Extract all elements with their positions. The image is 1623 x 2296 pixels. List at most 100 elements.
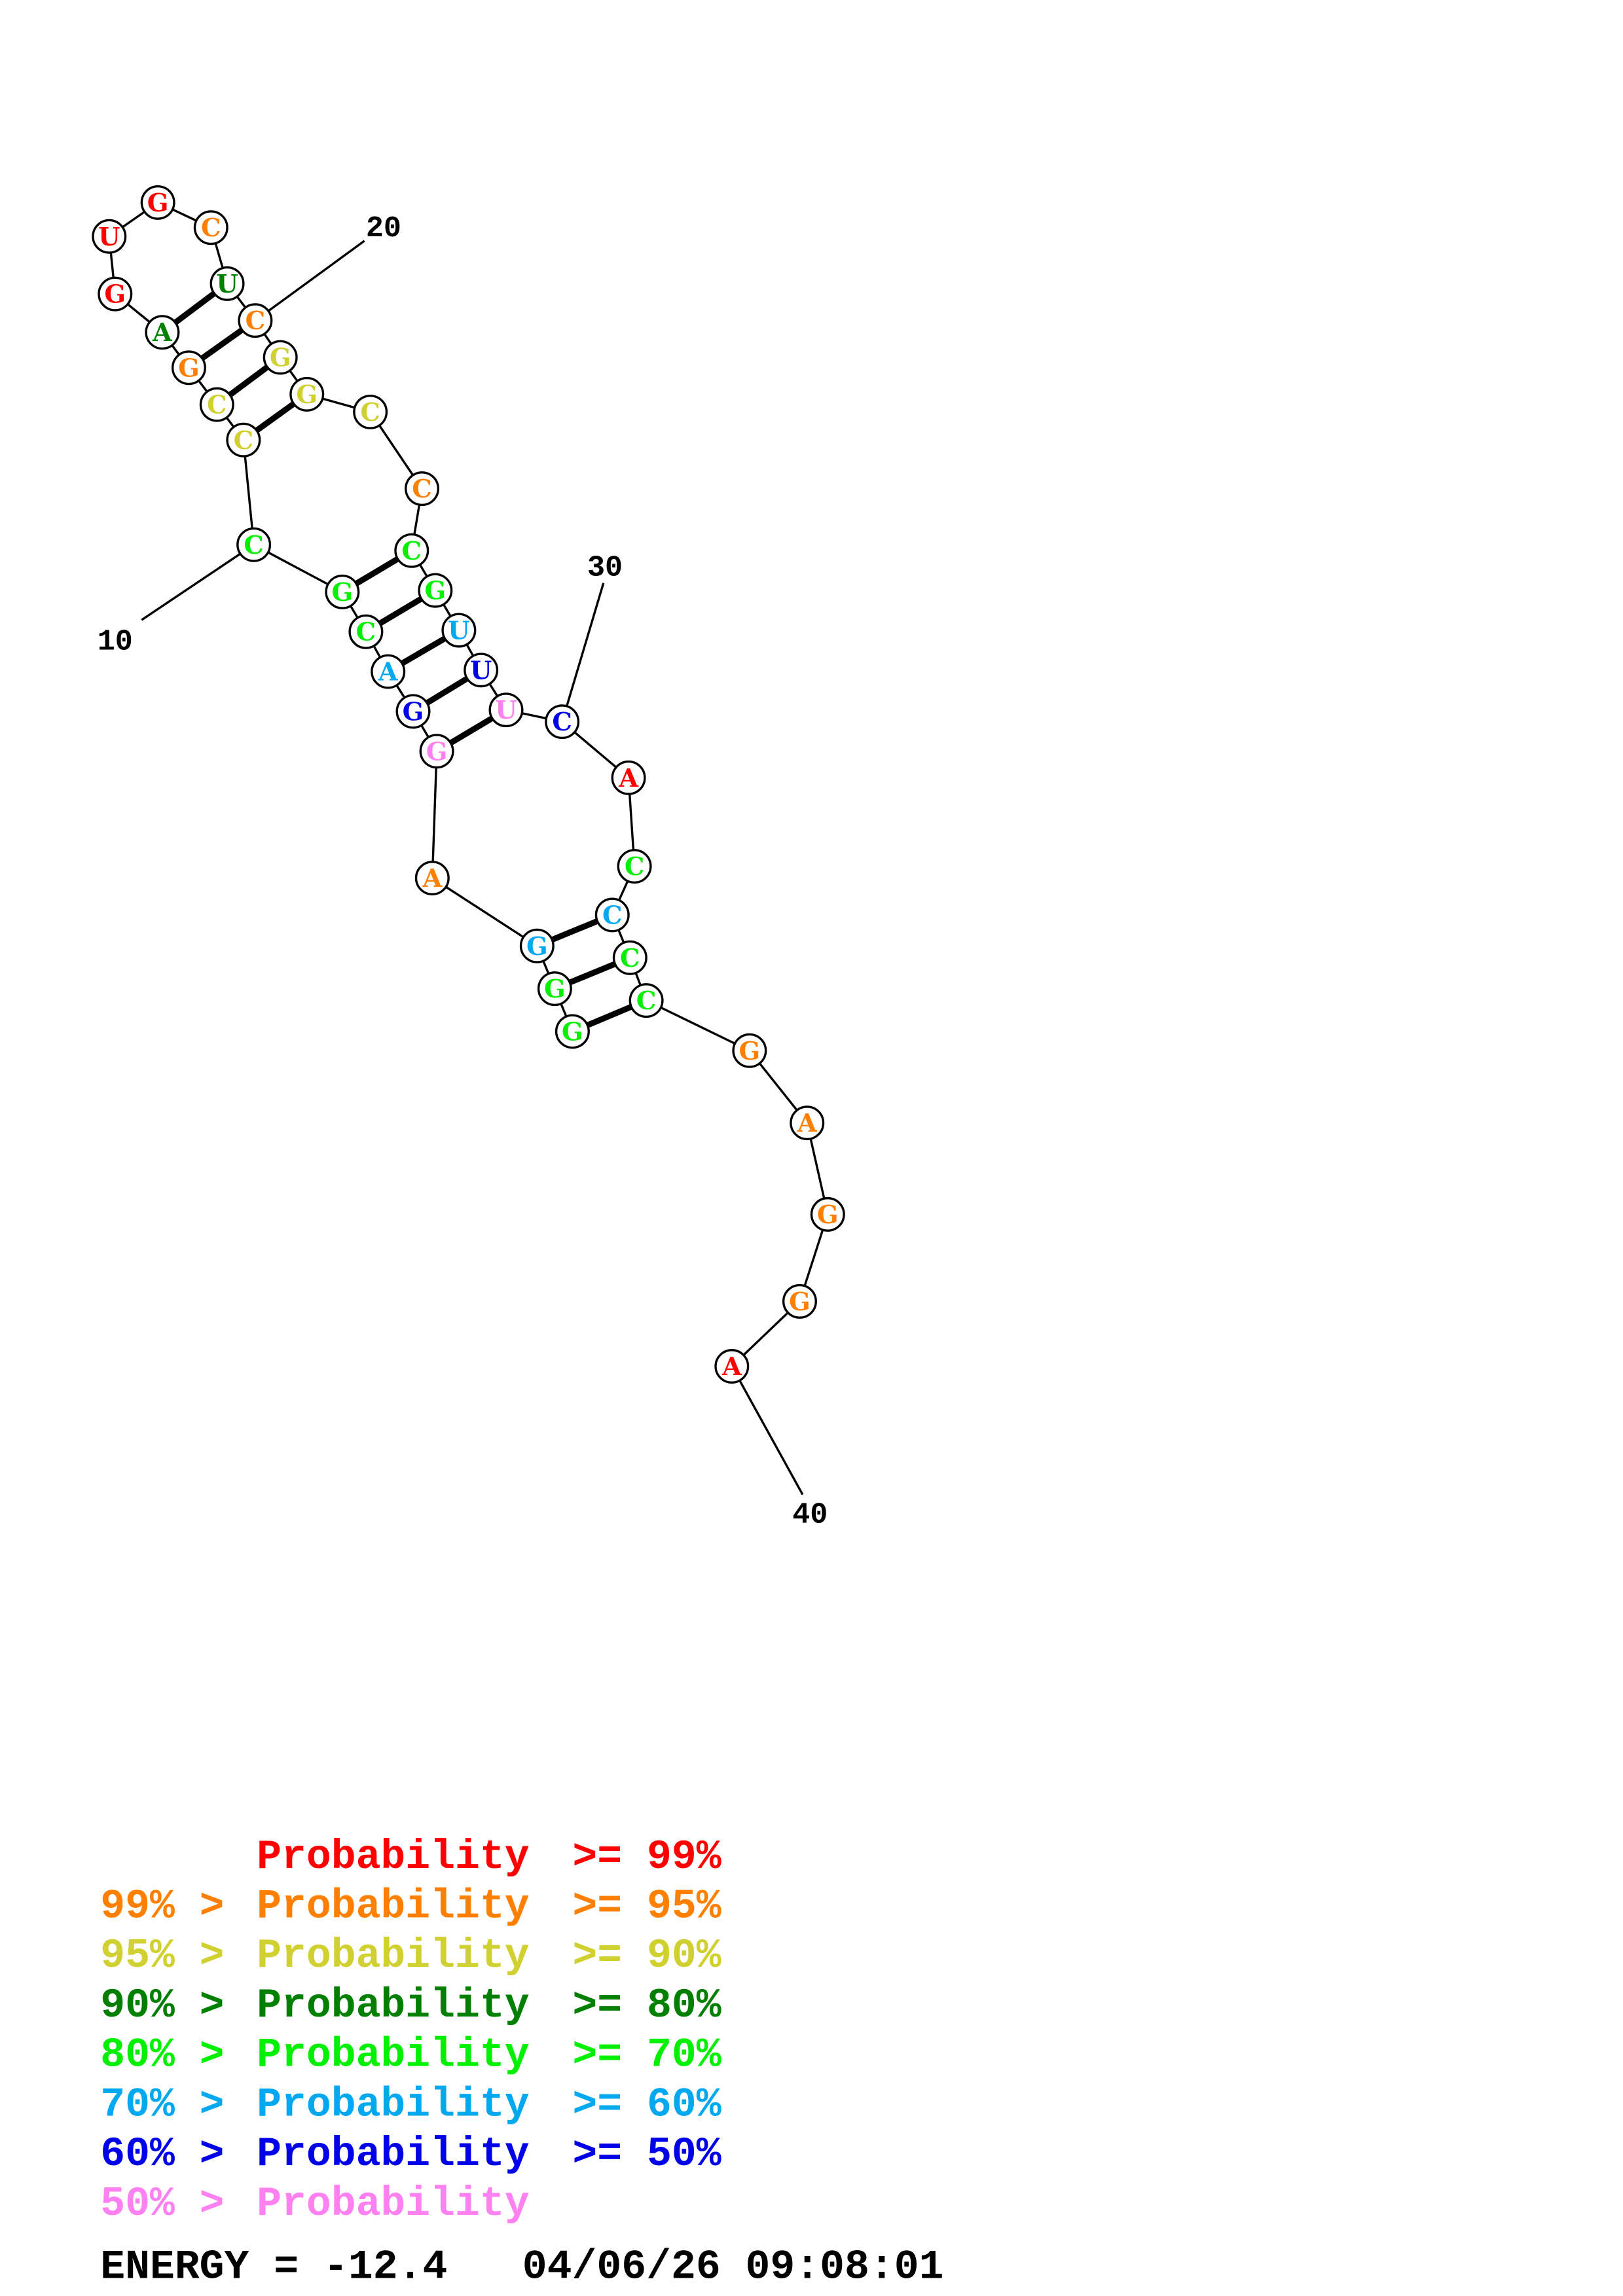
- nucleotide: C: [617, 849, 652, 884]
- legend-row: 95% > Probability >= 90%: [100, 1932, 721, 1979]
- nucleotide: C: [545, 704, 580, 740]
- nucleotide-circle: [395, 694, 431, 729]
- nucleotide-base: G: [789, 1287, 811, 1317]
- legend-label: Probability: [257, 1932, 529, 1979]
- nucleotide: G: [263, 340, 298, 375]
- legend-suffix: >= 80%: [572, 1982, 721, 2029]
- nucleotide: G: [810, 1196, 845, 1232]
- nucleotide-base: A: [378, 658, 399, 687]
- nucleotide-base: C: [244, 531, 263, 560]
- nucleotide-base: C: [360, 398, 380, 427]
- nucleotide-base: U: [470, 656, 492, 685]
- position-label: 20: [366, 211, 401, 245]
- nucleotide: G: [418, 573, 453, 608]
- nucleotide-base: C: [246, 306, 265, 336]
- legend-row: 70% > Probability >= 60%: [100, 2081, 721, 2128]
- nucleotide-base: G: [424, 577, 446, 606]
- position-tick-line: [254, 240, 365, 322]
- nucleotide: C: [394, 533, 429, 568]
- nucleotide-circle: [611, 760, 646, 795]
- legend-suffix: >= 60%: [572, 2081, 721, 2128]
- nucleotide-base: A: [721, 1352, 742, 1382]
- nucleotide-circle: [414, 861, 450, 896]
- nucleotide-circle: [348, 614, 384, 649]
- nucleotide: U: [210, 266, 245, 301]
- legend-label: Probability: [257, 2180, 529, 2227]
- nucleotide-base: G: [544, 975, 566, 1004]
- nucleotide: U: [441, 613, 477, 648]
- nucleotide-circle: [238, 303, 273, 338]
- nucleotide: C: [193, 210, 228, 245]
- nucleotide: C: [236, 527, 272, 562]
- legend-row: 99% > Probability >= 95%: [100, 1882, 721, 1929]
- nucleotide-base: G: [178, 353, 200, 383]
- nucleotide-base: C: [207, 391, 227, 420]
- legend-label: Probability: [257, 2081, 529, 2128]
- nucleotide: A: [611, 760, 646, 795]
- backbone-line: [107, 201, 830, 1367]
- legend-prefix: 90% >: [100, 1982, 224, 2029]
- nucleotide-base: G: [331, 578, 353, 607]
- base-pairs: [160, 281, 647, 1035]
- nucleotide-base: U: [216, 270, 238, 299]
- nucleotide-circle: [612, 940, 647, 975]
- position-tick-line: [141, 543, 255, 621]
- nucleotide: U: [488, 692, 524, 728]
- nucleotide: C: [612, 940, 647, 975]
- nucleotide: C: [353, 394, 388, 429]
- nucleotide: G: [98, 276, 133, 312]
- nucleotide-circle: [394, 533, 429, 568]
- nucleotide-base: C: [552, 708, 572, 737]
- nucleotide-base: G: [296, 380, 318, 410]
- nucleotide-circle: [441, 613, 477, 648]
- nucleotide-base: C: [602, 901, 622, 930]
- nucleotide-circle: [555, 1014, 590, 1049]
- nucleotide-base: G: [270, 344, 291, 373]
- nucleotide: A: [414, 861, 450, 896]
- legend-prefix: 95% >: [100, 1932, 224, 1979]
- position-label: 10: [98, 624, 133, 658]
- nucleotide-circle: [810, 1196, 845, 1232]
- nucleotide: G: [732, 1033, 767, 1068]
- nucleotide-circle: [236, 527, 272, 562]
- energy-text: ENERGY = -12.4: [100, 2243, 447, 2290]
- nucleotide-base: G: [562, 1017, 583, 1047]
- nucleotide: G: [395, 694, 431, 729]
- nucleotide: C: [348, 614, 384, 649]
- nucleotide: A: [714, 1349, 750, 1384]
- nucleotide-circle: [464, 653, 499, 688]
- timestamp-text: 04/06/26 09:08:01: [522, 2243, 944, 2290]
- nucleotide: G: [419, 734, 454, 769]
- nucleotide-base: G: [104, 280, 126, 310]
- nucleotide-circle: [405, 471, 440, 507]
- legend-row: 50% > Probability: [100, 2180, 529, 2227]
- nucleotide-base: C: [620, 944, 640, 973]
- nucleotide-base: G: [739, 1037, 760, 1066]
- nucleotide: C: [238, 303, 273, 338]
- nucleotide-circle: [92, 219, 127, 254]
- nucleotide: G: [289, 376, 325, 412]
- legend-label: Probability: [257, 1833, 529, 1880]
- position-label: 40: [792, 1498, 828, 1532]
- nucleotide-circle: [199, 387, 234, 422]
- nucleotide-circle: [353, 394, 388, 429]
- legend-suffix: >= 70%: [572, 2032, 721, 2079]
- nucleotide-base: U: [98, 223, 120, 252]
- legend-suffix: >= 50%: [572, 2130, 721, 2178]
- nucleotide: G: [555, 1014, 590, 1049]
- nucleotide-base: A: [618, 764, 639, 793]
- nucleotide-base: C: [201, 213, 221, 243]
- nucleotide-circle: [171, 350, 206, 386]
- nucleotide-base: C: [234, 426, 253, 456]
- nucleotide-base: G: [526, 932, 548, 961]
- nucleotide-base: U: [495, 696, 517, 725]
- nucleotide-circle: [226, 422, 261, 457]
- legend-label: Probability: [257, 1882, 529, 1929]
- legend-label: Probability: [257, 2130, 529, 2178]
- backbone: [107, 201, 830, 1367]
- nucleotide-circle: [419, 734, 454, 769]
- nucleotide-base: A: [422, 864, 443, 893]
- nucleotide: A: [371, 654, 406, 689]
